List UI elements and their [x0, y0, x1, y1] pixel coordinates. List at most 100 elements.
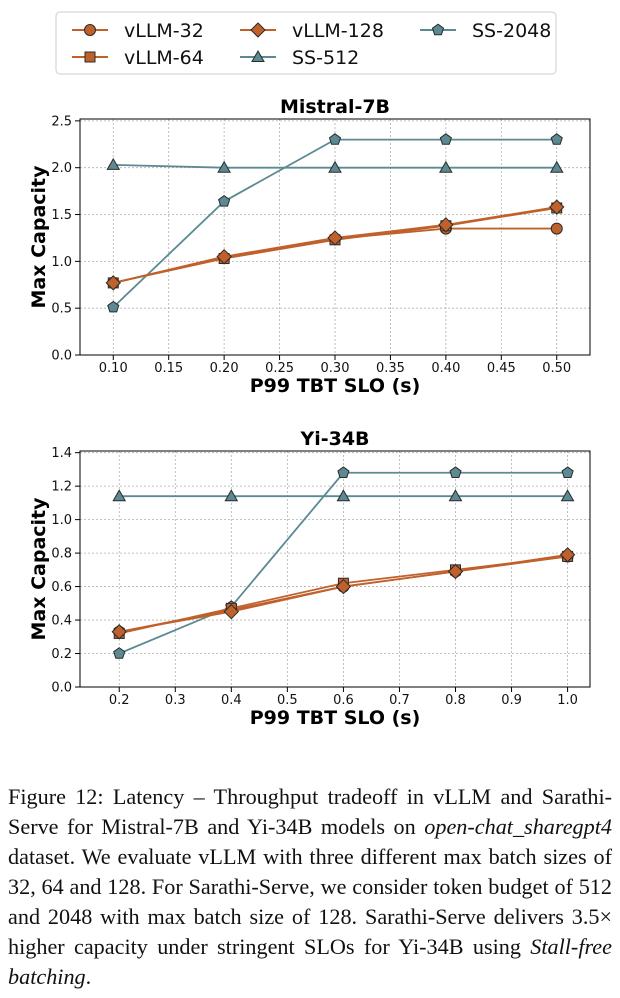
data-point [327, 230, 343, 246]
data-point [438, 217, 454, 233]
y-tick-label: 0.2 [51, 647, 72, 662]
y-tick-label: 0.5 [51, 302, 72, 317]
legend-frame [55, 11, 557, 75]
y-tick-label: 1.0 [51, 513, 72, 528]
series-vllm-128 [105, 199, 565, 291]
plot-frame [79, 450, 591, 688]
figure-caption: Figure 12: Latency – Throughput tradeoff… [8, 782, 612, 992]
y-tick-label: 1.0 [51, 255, 72, 270]
y-tick-label: 0.0 [51, 349, 72, 364]
x-tick-label: 0.2 [109, 693, 130, 708]
legend-item-vllm-64: vLLM-64 [72, 47, 204, 69]
y-axis-label: Max Capacity [28, 497, 50, 641]
chart-mistral-7b: 0.10 0.15 0.20 0.25 0.30 0.35 0.40 0.45 0.500.00… [28, 96, 591, 397]
x-tick-label: 0.3 [165, 693, 186, 708]
x-tick-label: 1.0 [557, 693, 578, 708]
x-tick-label: 0.5 [277, 693, 298, 708]
y-tick-label: 1.4 [51, 446, 72, 461]
caption-technique: Stall-free batching [8, 934, 612, 989]
legend-label: SS-512 [292, 47, 359, 69]
x-axis-label: P99 TBT SLO (s) [250, 707, 421, 729]
x-tick-label: 0.20 [210, 361, 239, 376]
y-tick-label: 0.6 [51, 580, 72, 595]
data-point [448, 489, 463, 502]
legend-marker-triangle [251, 49, 265, 62]
y-tick-label: 2.0 [51, 161, 72, 176]
data-point [224, 489, 239, 502]
plot-frame [79, 118, 591, 356]
caption-text-3: . [85, 964, 92, 989]
data-point [439, 160, 453, 173]
y-axis-label: Max Capacity [28, 165, 50, 309]
x-tick-label: 0.4 [221, 693, 242, 708]
data-point [216, 248, 232, 265]
chart-title: Yi-34B [299, 428, 369, 450]
data-point [439, 133, 452, 145]
data-point [559, 547, 576, 563]
x-ticks: 0.10 0.15 0.20 0.25 0.30 0.35 0.40 0.45 0.50 [99, 355, 571, 376]
chart-title: Mistral-7B [280, 96, 390, 118]
y-tick-label: 0.0 [51, 681, 72, 696]
y-tick-label: 0.8 [51, 547, 72, 562]
x-tick-label: 0.30 [321, 361, 350, 376]
x-tick-label: 0.9 [501, 693, 522, 708]
x-tick-label: 0.40 [431, 361, 460, 376]
series-ss-2048 [107, 133, 563, 313]
x-tick-label: 0.25 [265, 361, 294, 376]
y-ticks: 0.0 0.5 1.0 1.5 2.0 2.5 [51, 114, 80, 364]
legend-label: vLLM-64 [124, 47, 204, 69]
x-axis-label: P99 TBT SLO (s) [250, 375, 421, 397]
data-point [337, 466, 350, 478]
data-point [561, 466, 574, 478]
data-point [217, 160, 231, 173]
legend-label: vLLM-128 [292, 20, 384, 42]
y-tick-label: 1.5 [51, 208, 72, 223]
data-point [550, 222, 563, 235]
legend-label: vLLM-32 [124, 20, 204, 42]
figure: vLLM-32 vLLM-64 vLLM-128 SS-512 SS-2048 0.10… [28, 11, 591, 729]
data-point [449, 466, 462, 478]
data-point [549, 199, 565, 215]
legend-item-vllm-32: vLLM-32 [72, 20, 204, 42]
series-ss-512 [106, 157, 564, 173]
data-point [111, 624, 127, 640]
chart-yi-34b: 0.2 0.3 0.4 0.5 0.6 0.7 0.8 0.9 1.0 0.0 0.2 0.4 0.6 0… [28, 428, 591, 729]
data-point [447, 563, 464, 580]
x-tick-label: 0.35 [376, 361, 405, 376]
data-point [223, 603, 240, 620]
x-tick-label: 0.45 [487, 361, 516, 376]
legend-item-ss-2048: SS-2048 [420, 20, 551, 42]
data-point [106, 157, 121, 170]
data-point [336, 489, 351, 502]
data-point [113, 647, 126, 659]
data-point [107, 300, 120, 313]
x-tick-label: 0.10 [99, 361, 128, 376]
x-tick-label: 0.50 [542, 361, 571, 376]
series-ss-512 [112, 489, 575, 502]
caption-dataset: open-chat_sharegpt4 [424, 814, 612, 839]
legend-marker-pentagon [431, 23, 445, 36]
data-point [112, 489, 127, 502]
legend-item-ss-512: SS-512 [240, 47, 359, 69]
caption-text-1: Figure 12: Latency – Throughput tradeoff… [8, 784, 612, 839]
legend: vLLM-32 vLLM-64 vLLM-128 SS-512 SS-2048 [55, 11, 557, 75]
x-tick-label: 0.7 [389, 693, 410, 708]
legend-item-vllm-128: vLLM-128 [240, 20, 384, 42]
data-point [328, 133, 342, 145]
legend-marker-diamond [250, 22, 266, 38]
legend-label: SS-2048 [472, 20, 551, 42]
data-point [218, 194, 231, 207]
data-point [560, 489, 575, 502]
x-tick-label: 0.6 [333, 693, 354, 708]
y-tick-label: 1.2 [51, 480, 72, 495]
x-ticks: 0.2 0.3 0.4 0.5 0.6 0.7 0.8 0.9 1.0 [109, 687, 578, 708]
y-ticks: 0.0 0.2 0.4 0.6 0.8 1.0 1.2 1.4 [51, 446, 80, 696]
data-point [335, 578, 352, 595]
data-point [550, 133, 563, 145]
data-point [549, 160, 564, 173]
data-point [105, 275, 121, 291]
data-point [328, 160, 342, 173]
x-tick-label: 0.8 [445, 693, 466, 708]
legend-marker-square [84, 51, 96, 63]
series-vllm-128 [111, 547, 576, 640]
